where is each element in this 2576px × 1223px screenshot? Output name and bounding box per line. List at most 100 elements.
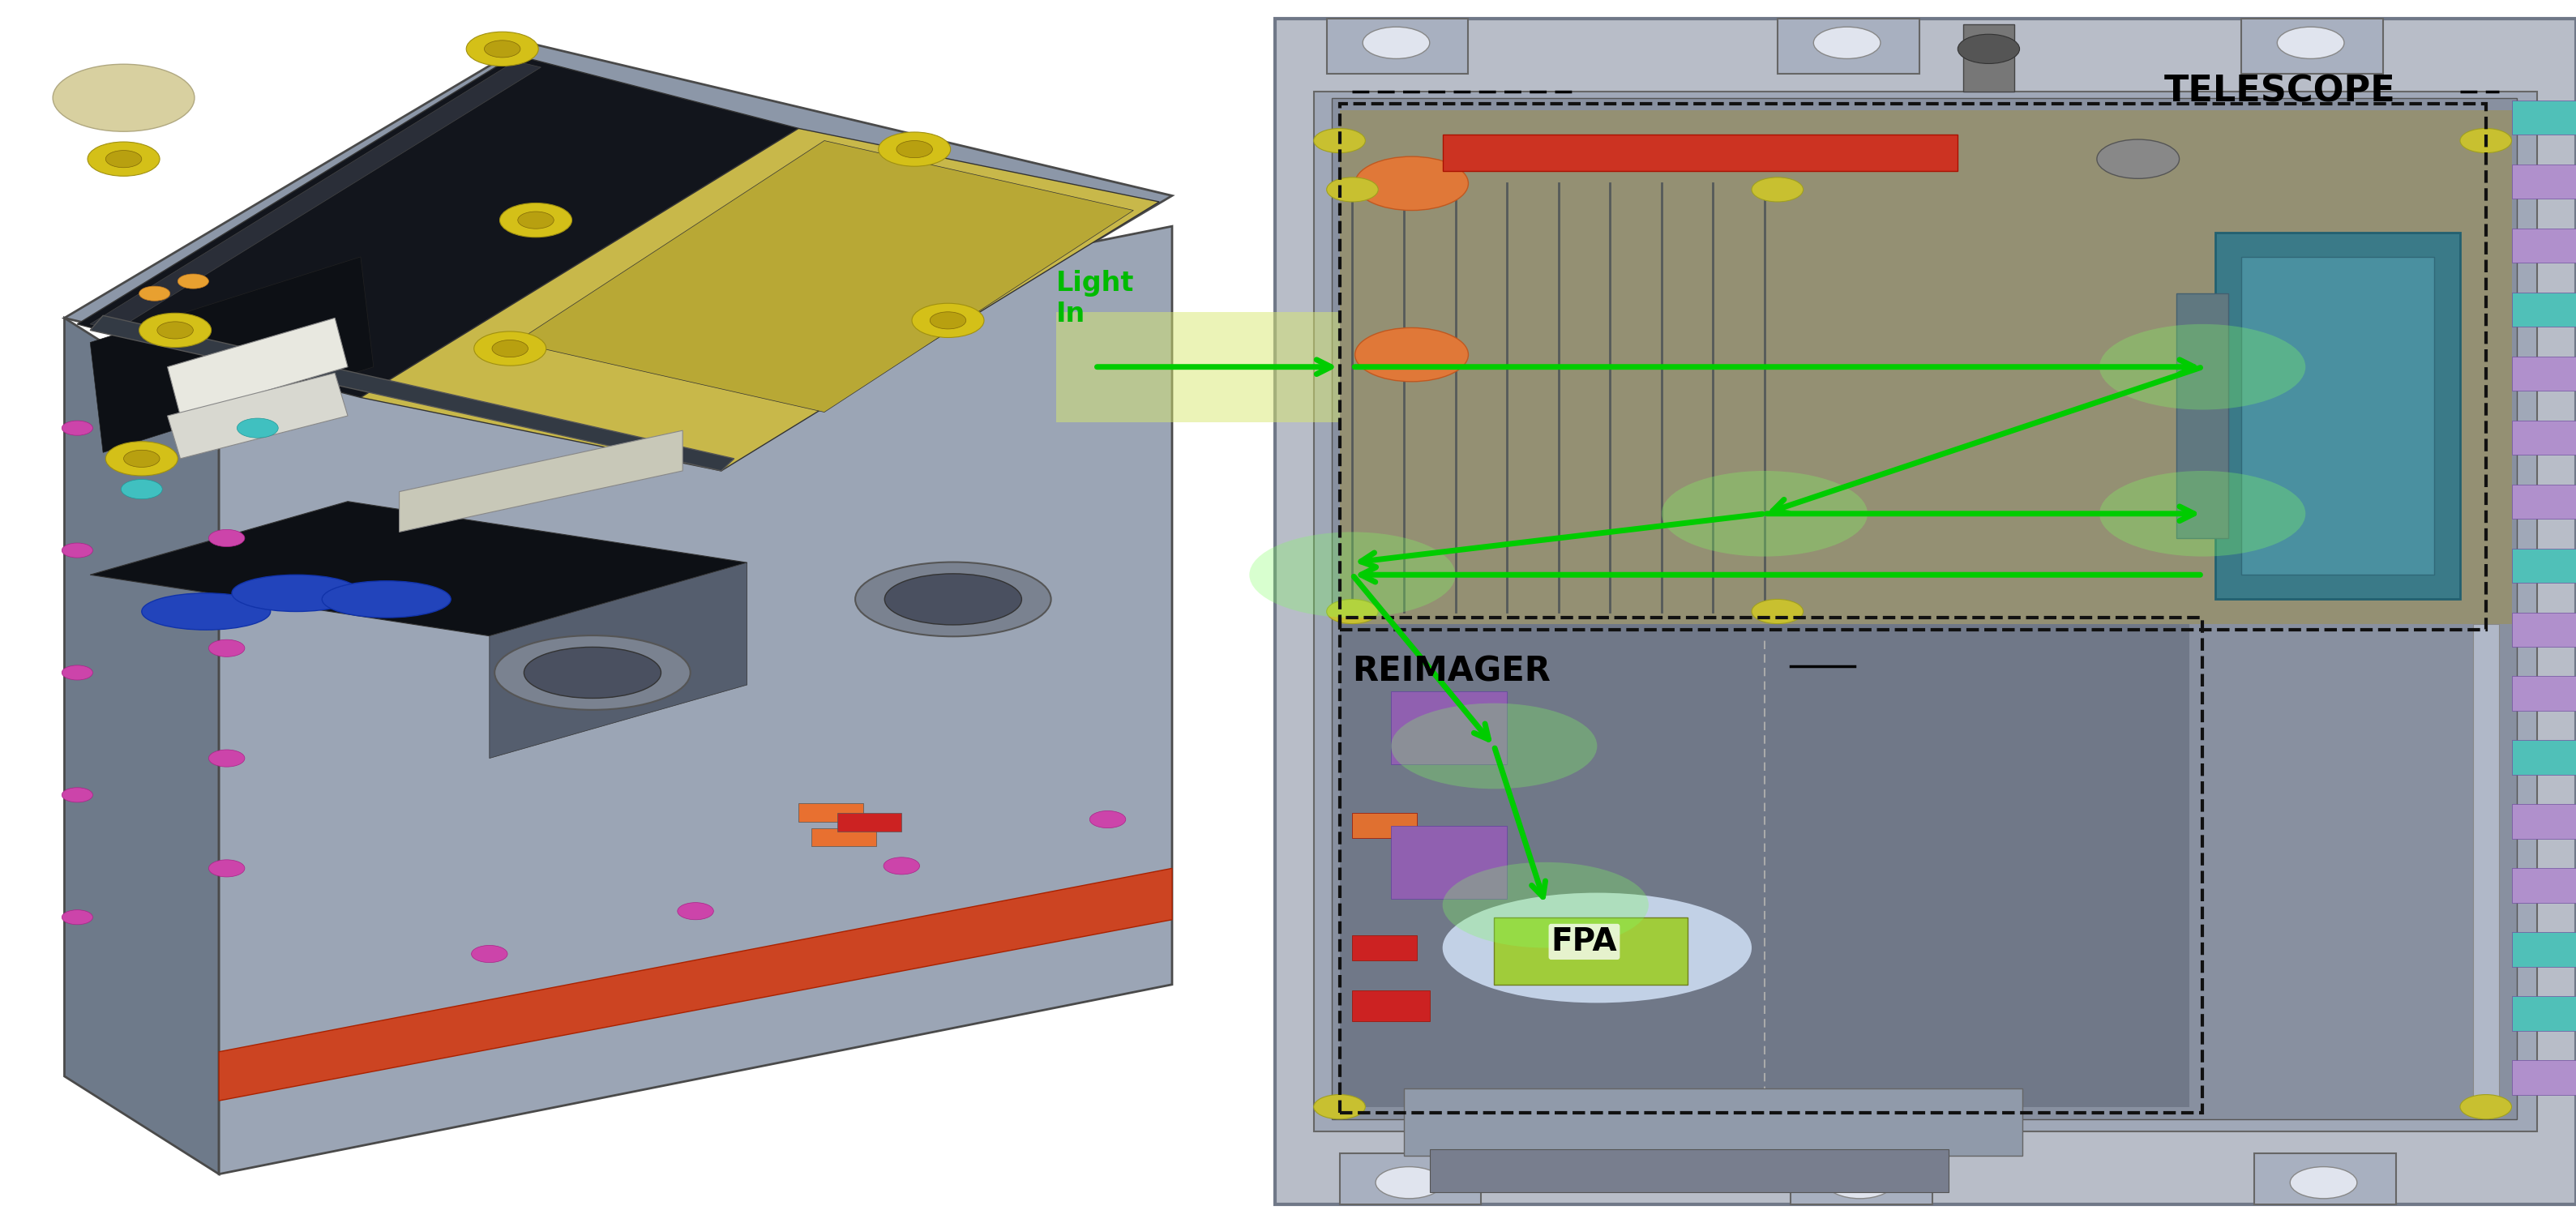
Ellipse shape xyxy=(1443,893,1752,1003)
Circle shape xyxy=(1314,128,1365,153)
Circle shape xyxy=(471,945,507,963)
Circle shape xyxy=(466,32,538,66)
Ellipse shape xyxy=(232,575,361,612)
Bar xyxy=(2241,257,2434,575)
Bar xyxy=(1340,104,2486,630)
Bar xyxy=(1314,92,2537,1131)
Bar xyxy=(2512,740,2576,774)
Circle shape xyxy=(1327,177,1378,202)
Circle shape xyxy=(896,141,933,158)
Polygon shape xyxy=(399,430,683,532)
Bar xyxy=(2512,932,2576,966)
Ellipse shape xyxy=(322,581,451,618)
Circle shape xyxy=(930,312,966,329)
Bar xyxy=(2473,624,2499,1107)
Text: Light
In: Light In xyxy=(1056,270,1133,328)
Circle shape xyxy=(2460,128,2512,153)
Bar xyxy=(2512,100,2576,135)
Circle shape xyxy=(139,313,211,347)
Bar xyxy=(1332,98,2517,1119)
Polygon shape xyxy=(90,257,374,453)
Circle shape xyxy=(124,450,160,467)
Bar xyxy=(2512,421,2576,455)
Circle shape xyxy=(106,442,178,476)
Polygon shape xyxy=(167,318,348,416)
Polygon shape xyxy=(77,55,799,397)
Bar xyxy=(1352,991,1430,1021)
Circle shape xyxy=(209,750,245,767)
Circle shape xyxy=(237,418,278,438)
Bar xyxy=(1327,18,1468,73)
Circle shape xyxy=(484,40,520,57)
Circle shape xyxy=(121,479,162,499)
Circle shape xyxy=(1826,1167,1893,1199)
Bar xyxy=(2512,292,2576,327)
Bar xyxy=(1352,813,1417,838)
Circle shape xyxy=(209,860,245,877)
Circle shape xyxy=(2290,1167,2357,1199)
Circle shape xyxy=(884,857,920,874)
Bar xyxy=(2241,18,2383,73)
Circle shape xyxy=(2277,27,2344,59)
Circle shape xyxy=(518,212,554,229)
Polygon shape xyxy=(90,316,734,471)
Polygon shape xyxy=(90,501,747,636)
Bar xyxy=(2512,484,2576,519)
Bar xyxy=(1340,110,2512,624)
Bar xyxy=(1963,24,2014,92)
Bar xyxy=(1352,936,1417,960)
Circle shape xyxy=(2460,1095,2512,1119)
Circle shape xyxy=(106,150,142,168)
Circle shape xyxy=(492,340,528,357)
Circle shape xyxy=(178,274,209,289)
Bar xyxy=(1056,312,1340,422)
Ellipse shape xyxy=(54,65,196,131)
Circle shape xyxy=(1314,1095,1365,1119)
Circle shape xyxy=(2097,139,2179,179)
Circle shape xyxy=(62,543,93,558)
Bar xyxy=(2512,229,2576,263)
Circle shape xyxy=(62,665,93,680)
Circle shape xyxy=(1958,34,2020,64)
Bar xyxy=(1790,1153,1932,1205)
Bar xyxy=(1443,135,1958,171)
Bar xyxy=(2512,676,2576,711)
Bar xyxy=(811,828,876,846)
Ellipse shape xyxy=(884,574,1023,625)
Circle shape xyxy=(157,322,193,339)
Polygon shape xyxy=(64,43,1172,471)
Text: TELESCOPE: TELESCOPE xyxy=(2164,75,2396,109)
Circle shape xyxy=(1814,27,1880,59)
Circle shape xyxy=(1355,328,1468,382)
Bar xyxy=(1391,826,1507,899)
Polygon shape xyxy=(64,318,219,1174)
Polygon shape xyxy=(361,128,1159,471)
Bar xyxy=(2512,548,2576,582)
Circle shape xyxy=(878,132,951,166)
Polygon shape xyxy=(489,563,747,758)
Bar xyxy=(2512,805,2576,839)
Ellipse shape xyxy=(855,563,1051,636)
Circle shape xyxy=(912,303,984,338)
Bar xyxy=(1404,1088,2022,1156)
Circle shape xyxy=(139,286,170,301)
Bar xyxy=(1777,18,1919,73)
Ellipse shape xyxy=(1391,703,1597,789)
Circle shape xyxy=(677,903,714,920)
Bar xyxy=(1275,18,2576,1205)
Circle shape xyxy=(474,331,546,366)
Bar xyxy=(2254,1153,2396,1205)
Bar xyxy=(2512,164,2576,198)
Bar xyxy=(1340,618,2202,1113)
Polygon shape xyxy=(219,226,1172,1174)
Ellipse shape xyxy=(2099,471,2306,556)
Text: FPA: FPA xyxy=(1551,926,1618,958)
Circle shape xyxy=(500,203,572,237)
Bar xyxy=(2215,232,2460,599)
Bar xyxy=(2177,294,2228,538)
Bar xyxy=(1340,624,2190,1107)
Polygon shape xyxy=(515,141,1133,412)
Circle shape xyxy=(1327,599,1378,624)
Circle shape xyxy=(1363,27,1430,59)
Bar xyxy=(2512,613,2576,647)
